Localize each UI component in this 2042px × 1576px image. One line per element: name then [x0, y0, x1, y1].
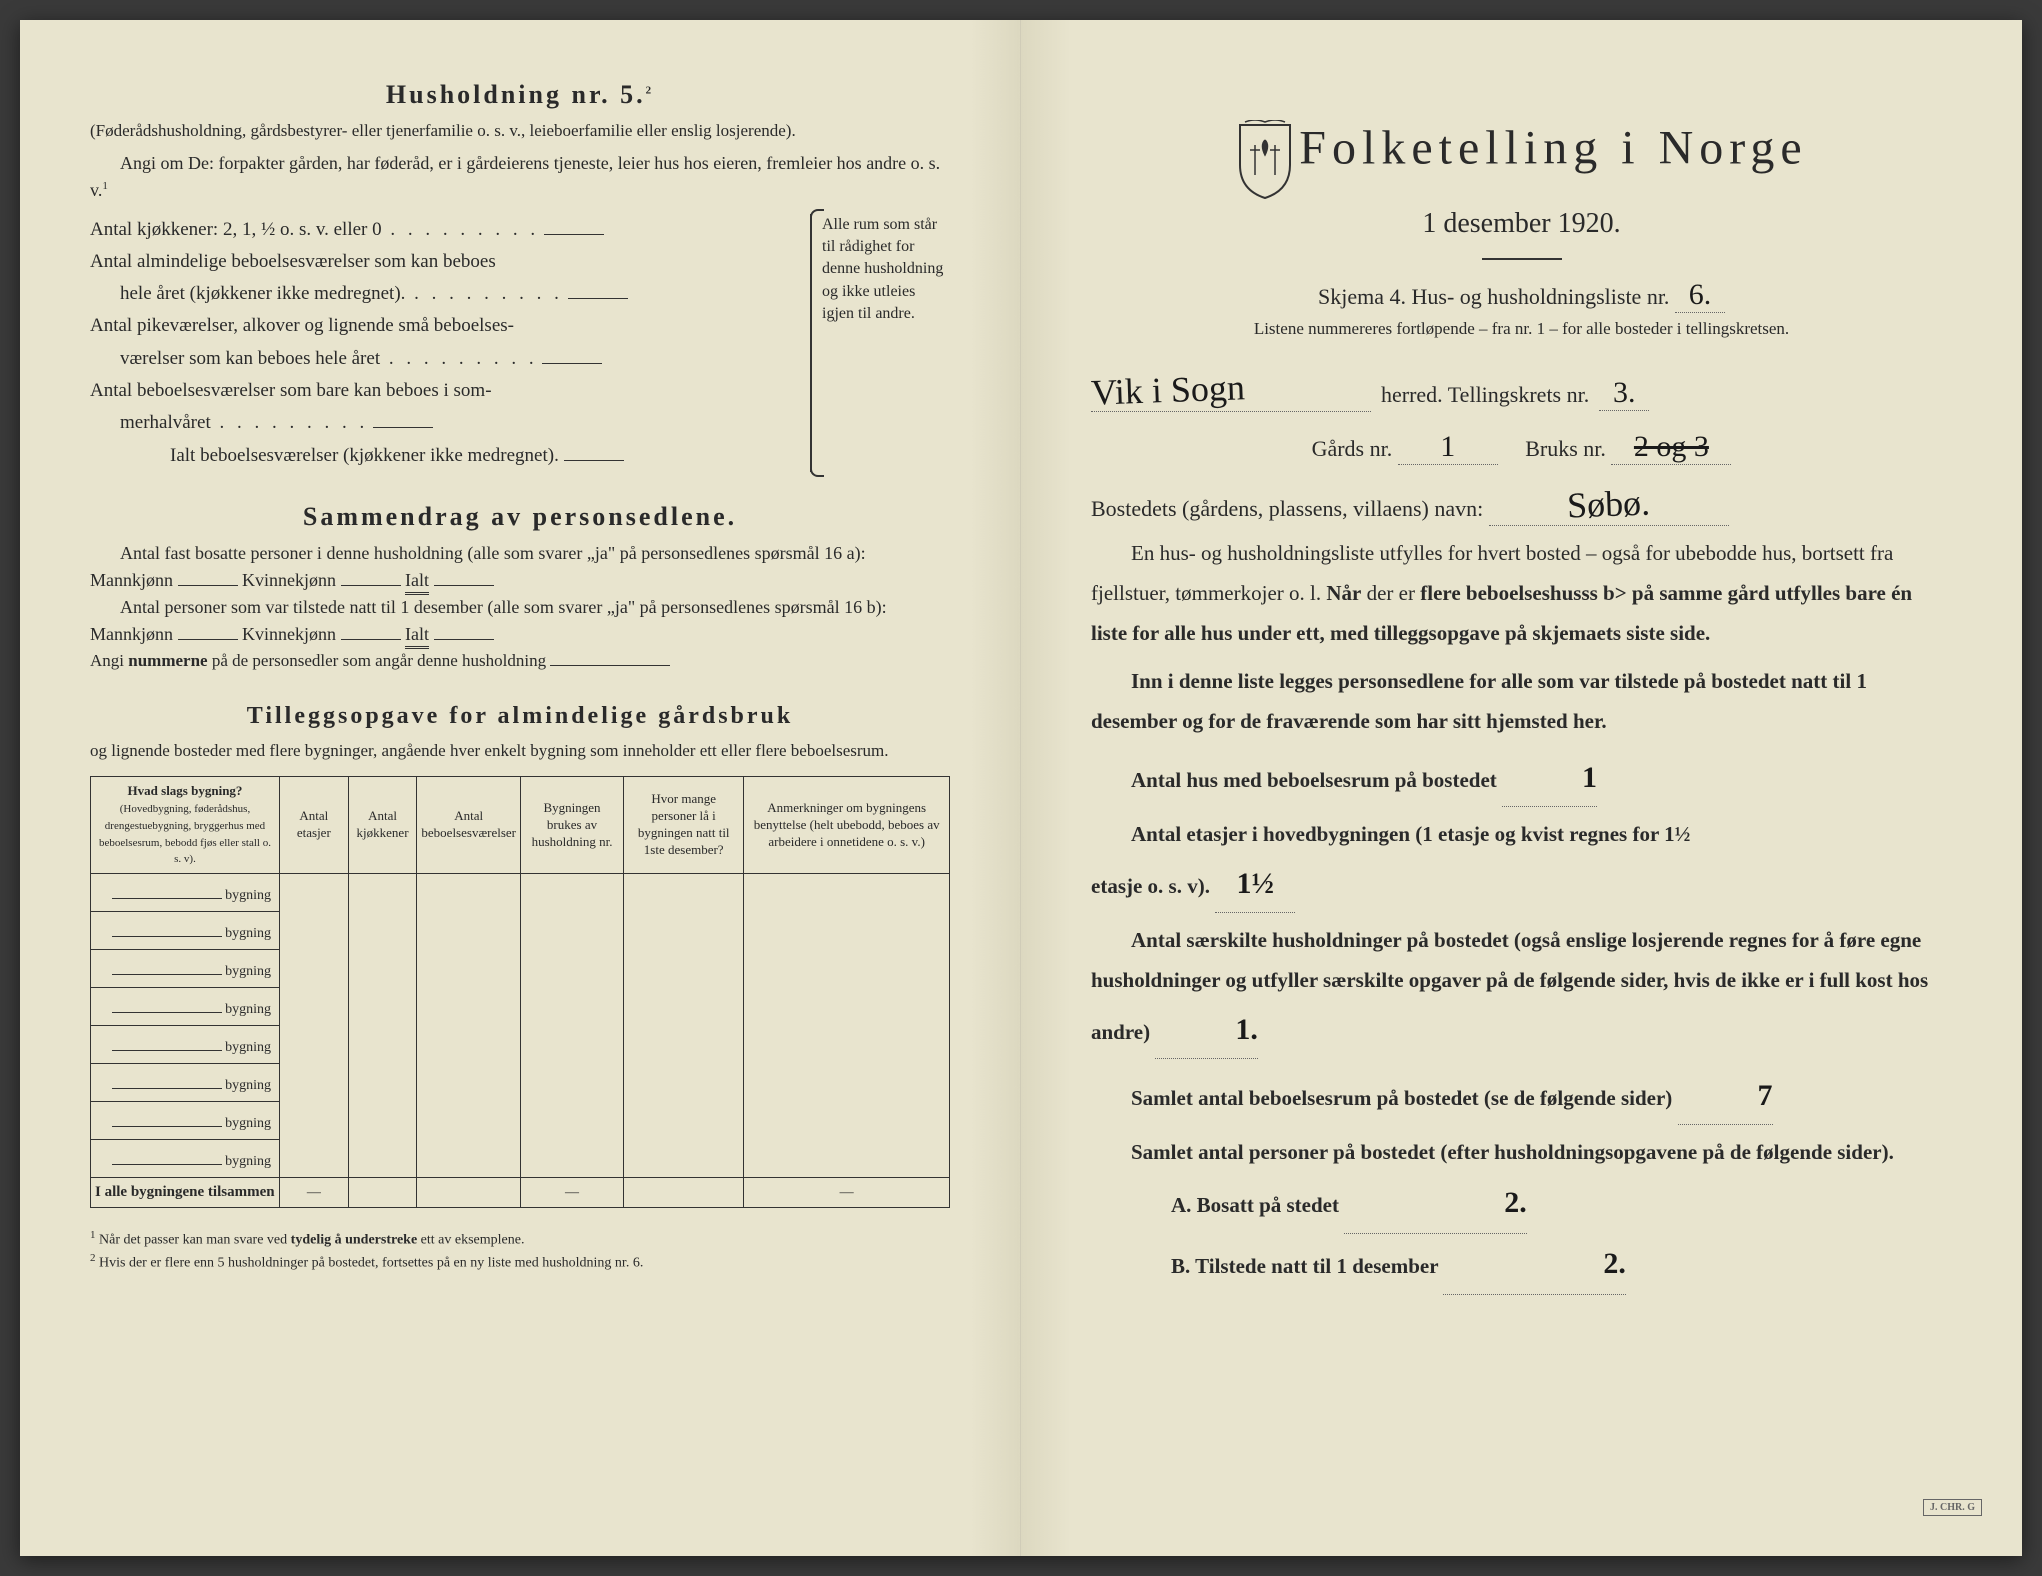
table-row: bygning [91, 874, 950, 912]
q4: Samlet antal beboelsesrum på bostedet (s… [1091, 1067, 1952, 1125]
q5: Samlet antal personer på bostedet (efter… [1091, 1133, 1952, 1173]
kitchen-line: Antal kjøkkener: 2, 1, ½ o. s. v. eller … [90, 214, 800, 246]
divider [1482, 258, 1562, 260]
room-line-3: Antal beboelsesværelser som bare kan beb… [90, 375, 800, 407]
room-line-2: Antal pikeværelser, alkover og lignende … [90, 310, 800, 342]
building-table: Hvad slags bygning?(Hovedbygning, føderå… [90, 776, 950, 1208]
tillegg-title: Tilleggsopgave for almindelige gårdsbruk [90, 703, 950, 730]
th-household: Bygningen brukes av husholdning nr. [520, 776, 623, 873]
q2b: etasje o. s. v). 1½ [1091, 855, 1952, 913]
th-remarks: Anmerkninger om bygningens benyttelse (h… [744, 776, 950, 873]
main-title: Folketelling i Norge [1299, 122, 1807, 175]
table-row: bygning [91, 1026, 950, 1064]
census-date: 1 desember 1920. [1091, 208, 1952, 240]
summary-line-1: Antal fast bosatte personer i denne hush… [90, 540, 950, 594]
household5-sub1: (Føderådshusholdning, gårdsbestyrer- ell… [90, 118, 950, 144]
left-page: Husholdning nr. 5.2 (Føderådshusholdning… [20, 20, 1021, 1556]
rooms-section: Antal kjøkkener: 2, 1, ½ o. s. v. eller … [90, 214, 950, 472]
gard-bruk-line: Gårds nr. 1 Bruks nr. 2 og 3 [1091, 430, 1952, 465]
table-row: bygning [91, 1102, 950, 1140]
room-line-3b: merhalvåret [90, 407, 800, 439]
th-kitchens: Antal kjøkkener [348, 776, 417, 873]
th-persons: Hvor mange personer lå i bygningen natt … [624, 776, 744, 873]
para2: Inn i denne liste legges personsedlene f… [1091, 662, 1952, 742]
list-note: Listene nummereres fortløpende – fra nr.… [1091, 319, 1952, 339]
bosted-line: Bostedets (gårdens, plassens, villaens) … [1091, 483, 1952, 526]
total-row-label: I alle bygningene tilsammen [91, 1178, 280, 1208]
summary-title: Sammendrag av personsedlene. [90, 502, 950, 532]
q2: Antal etasjer i hovedbygningen (1 etasje… [1091, 815, 1952, 855]
household5-sub2: Angi om De: forpakter gården, har føderå… [90, 150, 950, 204]
printer-stamp: J. CHR. G [1923, 1499, 1982, 1516]
para1: En hus- og husholdningsliste utfylles fo… [1091, 534, 1952, 654]
household5-title: Husholdning nr. 5.2 [90, 80, 950, 110]
census-document: Husholdning nr. 5.2 (Føderådshusholdning… [20, 20, 2022, 1556]
room-line-1b: hele året (kjøkkener ikke medregnet). [90, 278, 800, 310]
footnotes: 1 Når det passer kan man svare ved tydel… [90, 1228, 950, 1273]
tillegg-sub: og lignende bosteder med flere bygninger… [90, 738, 950, 764]
table-row: bygning [91, 1064, 950, 1102]
summary-line-2: Antal personer som var tilstede natt til… [90, 594, 950, 648]
qB: B. Tilstede natt til 1 desember 2. [1091, 1234, 1952, 1295]
herred-line: Vik i Sogn herred. Tellingskrets nr. 3. [1091, 369, 1952, 412]
table-row: bygning [91, 912, 950, 950]
table-row: bygning [91, 988, 950, 1026]
th-floors: Antal etasjer [279, 776, 348, 873]
room-line-1: Antal almindelige beboelsesværelser som … [90, 246, 800, 278]
qA: A. Bosatt på stedet 2. [1091, 1173, 1952, 1234]
summary-line-3: Angi nummerne på de personsedler som ang… [90, 648, 950, 674]
coat-of-arms-icon [1235, 120, 1295, 200]
header-block: Folketelling i Norge [1091, 120, 1952, 200]
th-building-type: Hvad slags bygning?(Hovedbygning, føderå… [91, 776, 280, 873]
room-total: Ialt beboelsesværelser (kjøkkener ikke m… [90, 440, 800, 472]
th-rooms: Antal beboelsesværelser [417, 776, 521, 873]
room-line-2b: værelser som kan beboes hele året [90, 343, 800, 375]
q1: Antal hus med beboelsesrum på bostedet 1 [1091, 749, 1952, 807]
table-row: bygning [91, 950, 950, 988]
table-row: bygning [91, 1140, 950, 1178]
bracket-note: Alle rum som står til rådighet for denne… [810, 214, 950, 472]
q3: Antal særskilte husholdninger på bostede… [1091, 921, 1952, 1059]
right-page: Folketelling i Norge 1 desember 1920. Sk… [1021, 20, 2022, 1556]
skjema-line: Skjema 4. Hus- og husholdningsliste nr. … [1091, 278, 1952, 313]
